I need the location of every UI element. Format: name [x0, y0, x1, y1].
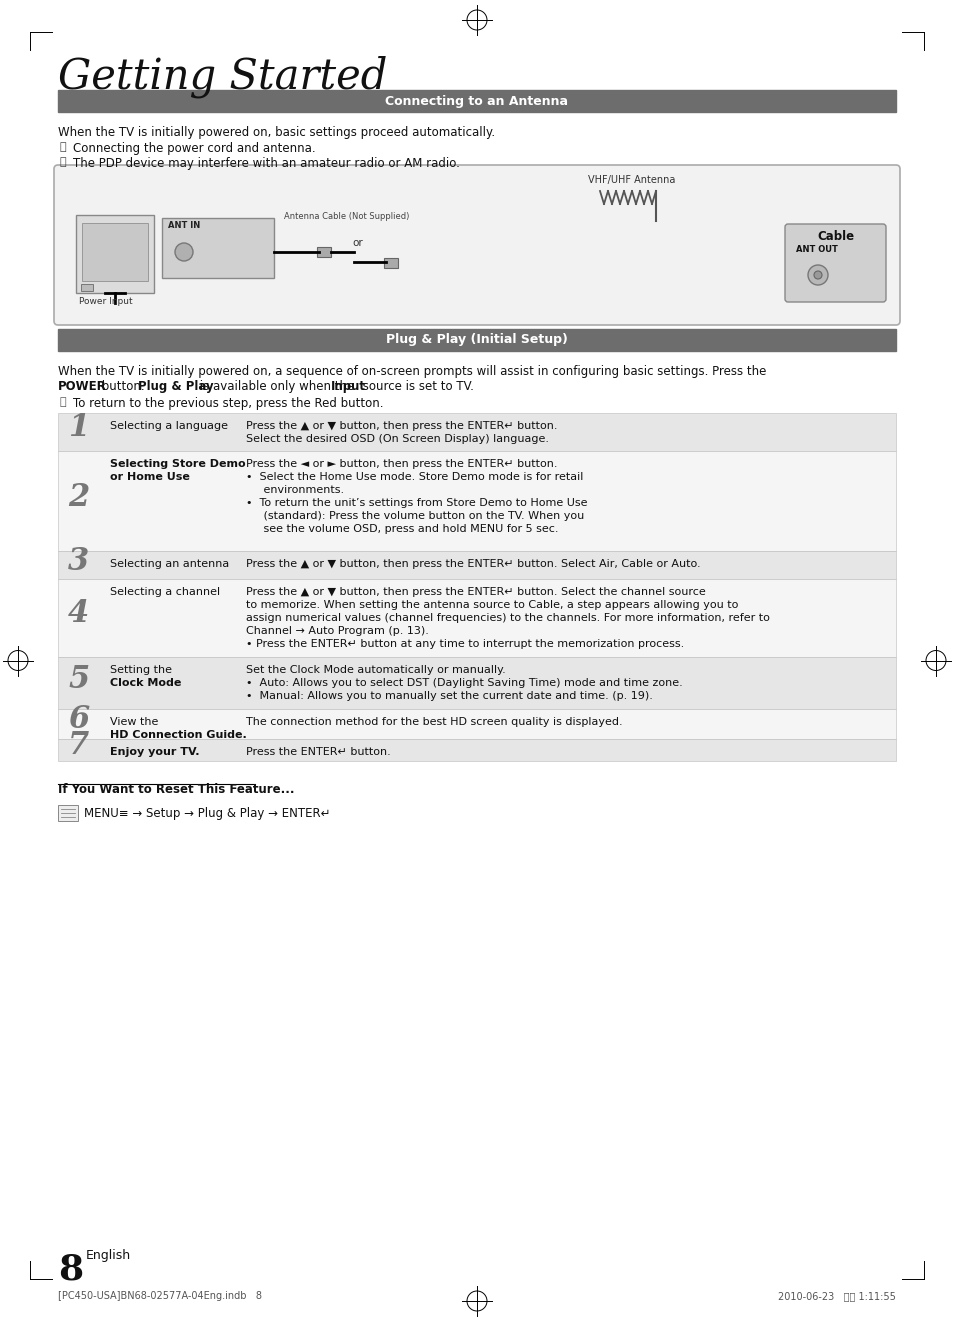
- FancyBboxPatch shape: [54, 165, 899, 325]
- Text: Input: Input: [331, 380, 366, 394]
- Text: VHF/UHF Antenna: VHF/UHF Antenna: [587, 174, 675, 185]
- Text: Plug & Play: Plug & Play: [138, 380, 213, 394]
- Text: English: English: [86, 1248, 131, 1262]
- Bar: [58, 413, 895, 450]
- Text: To return to the previous step, press the Red button.: To return to the previous step, press th…: [73, 398, 383, 410]
- Bar: [58, 551, 895, 579]
- Text: Selecting an antenna: Selecting an antenna: [110, 559, 229, 569]
- Text: (standard): Press the volume button on the TV. When you: (standard): Press the volume button on t…: [246, 511, 583, 520]
- Text: ANT OUT: ANT OUT: [795, 244, 837, 254]
- Text: View the: View the: [110, 717, 158, 727]
- Text: ANT IN: ANT IN: [168, 221, 200, 230]
- Text: •  Manual: Allows you to manually set the current date and time. (p. 19).: • Manual: Allows you to manually set the…: [246, 691, 652, 701]
- Text: ⨳: ⨳: [60, 157, 67, 166]
- Text: Connecting the power cord and antenna.: Connecting the power cord and antenna.: [73, 141, 315, 155]
- Text: 2010-06-23   오후 1:11:55: 2010-06-23 오후 1:11:55: [778, 1291, 895, 1301]
- Text: The PDP device may interfere with an amateur radio or AM radio.: The PDP device may interfere with an ama…: [73, 157, 459, 170]
- Bar: [58, 804, 78, 820]
- Text: 8: 8: [58, 1254, 83, 1287]
- Text: Setting the: Setting the: [110, 664, 172, 675]
- Bar: [316, 247, 331, 258]
- Text: Set the Clock Mode automatically or manually.: Set the Clock Mode automatically or manu…: [246, 664, 505, 675]
- Text: Getting Started: Getting Started: [58, 55, 387, 98]
- Text: Connecting to an Antenna: Connecting to an Antenna: [385, 95, 568, 107]
- Text: Press the ▲ or ▼ button, then press the ENTER↵ button. Select the channel source: Press the ▲ or ▼ button, then press the …: [246, 587, 705, 597]
- Text: 3: 3: [68, 546, 90, 576]
- Text: 2: 2: [68, 481, 90, 513]
- Text: Power Input: Power Input: [79, 297, 132, 306]
- Bar: [81, 284, 92, 291]
- Text: Select the desired OSD (On Screen Display) language.: Select the desired OSD (On Screen Displa…: [246, 435, 548, 444]
- Text: or Home Use: or Home Use: [110, 472, 190, 482]
- Text: ⨳: ⨳: [60, 398, 67, 407]
- Circle shape: [807, 266, 827, 285]
- Bar: [58, 450, 895, 551]
- Text: [PC450-USA]BN68-02577A-04Eng.indb   8: [PC450-USA]BN68-02577A-04Eng.indb 8: [58, 1291, 262, 1301]
- Text: source is set to TV.: source is set to TV.: [358, 380, 474, 394]
- Text: assign numerical values (channel frequencies) to the channels. For more informat: assign numerical values (channel frequen…: [246, 613, 769, 624]
- Text: is available only when the: is available only when the: [195, 380, 357, 394]
- Text: 6: 6: [68, 704, 90, 736]
- Text: Channel → Auto Program (p. 13).: Channel → Auto Program (p. 13).: [246, 626, 429, 635]
- Text: Press the ENTER↵ button.: Press the ENTER↵ button.: [246, 746, 391, 757]
- Text: button.: button.: [98, 380, 149, 394]
- Text: Press the ◄ or ► button, then press the ENTER↵ button.: Press the ◄ or ► button, then press the …: [246, 458, 557, 469]
- Text: When the TV is initially powered on, a sequence of on-screen prompts will assist: When the TV is initially powered on, a s…: [58, 365, 765, 378]
- Bar: [58, 329, 895, 351]
- Text: Press the ▲ or ▼ button, then press the ENTER↵ button.: Press the ▲ or ▼ button, then press the …: [246, 421, 557, 431]
- Bar: [82, 223, 148, 281]
- Text: 4: 4: [68, 598, 90, 630]
- Text: Press the ▲ or ▼ button, then press the ENTER↵ button. Select Air, Cable or Auto: Press the ▲ or ▼ button, then press the …: [246, 559, 700, 569]
- Text: •  To return the unit’s settings from Store Demo to Home Use: • To return the unit’s settings from Sto…: [246, 498, 587, 509]
- Text: Plug & Play (Initial Setup): Plug & Play (Initial Setup): [386, 333, 567, 346]
- Text: The connection method for the best HD screen quality is displayed.: The connection method for the best HD sc…: [246, 717, 622, 727]
- Text: see the volume OSD, press and hold MENU for 5 sec.: see the volume OSD, press and hold MENU …: [246, 524, 558, 534]
- Text: •  Select the Home Use mode. Store Demo mode is for retail: • Select the Home Use mode. Store Demo m…: [246, 472, 583, 482]
- Bar: [58, 90, 895, 112]
- FancyBboxPatch shape: [784, 225, 885, 303]
- Bar: [58, 709, 895, 738]
- Text: Enjoy your TV.: Enjoy your TV.: [110, 746, 199, 757]
- Text: •  Auto: Allows you to select DST (Daylight Saving Time) mode and time zone.: • Auto: Allows you to select DST (Daylig…: [246, 678, 682, 688]
- Text: HD Connection Guide.: HD Connection Guide.: [110, 731, 247, 740]
- Text: 1: 1: [68, 412, 90, 444]
- Text: Clock Mode: Clock Mode: [110, 678, 181, 688]
- Text: POWER: POWER: [58, 380, 107, 394]
- Text: 7: 7: [68, 731, 90, 761]
- Bar: [162, 218, 274, 277]
- Text: Cable: Cable: [816, 230, 853, 243]
- Text: 5: 5: [68, 663, 90, 695]
- Text: If You Want to Reset This Feature...: If You Want to Reset This Feature...: [58, 783, 294, 797]
- Text: MENU≡ → Setup → Plug & Play → ENTER↵: MENU≡ → Setup → Plug & Play → ENTER↵: [84, 807, 330, 819]
- Text: • Press the ENTER↵ button at any time to interrupt the memorization process.: • Press the ENTER↵ button at any time to…: [246, 639, 683, 649]
- Text: Selecting Store Demo: Selecting Store Demo: [110, 458, 245, 469]
- Text: Antenna Cable (Not Supplied): Antenna Cable (Not Supplied): [284, 211, 409, 221]
- Text: environments.: environments.: [246, 485, 344, 495]
- Bar: [58, 657, 895, 709]
- Text: When the TV is initially powered on, basic settings proceed automatically.: When the TV is initially powered on, bas…: [58, 125, 495, 139]
- Bar: [76, 215, 153, 293]
- Text: Selecting a language: Selecting a language: [110, 421, 228, 431]
- Text: or: or: [352, 238, 362, 248]
- Text: ⨳: ⨳: [60, 141, 67, 152]
- Bar: [384, 258, 397, 268]
- Circle shape: [813, 271, 821, 279]
- Text: to memorize. When setting the antenna source to Cable, a step appears allowing y: to memorize. When setting the antenna so…: [246, 600, 738, 610]
- Bar: [58, 579, 895, 657]
- Circle shape: [174, 243, 193, 262]
- Text: Selecting a channel: Selecting a channel: [110, 587, 220, 597]
- Bar: [58, 738, 895, 761]
